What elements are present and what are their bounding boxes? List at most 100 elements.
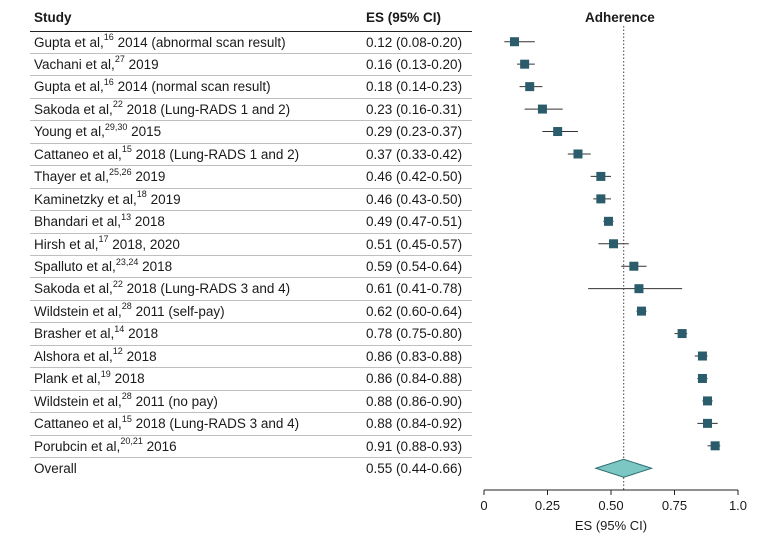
es-value: 0.46 (0.43-0.50): [366, 191, 463, 207]
row-divider: [30, 277, 472, 279]
point-estimate-marker: [609, 239, 619, 249]
es-value: 0.88 (0.86-0.90): [366, 393, 463, 409]
x-tick-label: 0: [480, 498, 487, 513]
overall-es-value: 0.55 (0.44-0.66): [366, 461, 463, 477]
row-divider: [30, 457, 472, 459]
study-author: Young et al,: [34, 124, 105, 140]
point-estimate-marker: [537, 104, 547, 114]
x-axis-label: ES (95% CI): [575, 518, 647, 533]
es-value: 0.61 (0.41-0.78): [366, 281, 463, 297]
es-value: 0.16 (0.13-0.20): [366, 56, 463, 72]
es-value: 0.78 (0.75-0.80): [366, 326, 463, 342]
study-label: Brasher et al,14 2018: [34, 323, 159, 342]
study-detail: 2018: [122, 348, 157, 364]
study-label: Sakoda et al,22 2018 (Lung-RADS 1 and 2): [34, 100, 290, 118]
row-divider: [30, 344, 472, 346]
es-column-header: ES (95% CI): [366, 10, 442, 25]
point-estimate-marker: [629, 261, 639, 271]
es-value: 0.49 (0.47-0.51): [366, 214, 463, 230]
study-author: Wildstein et al,: [34, 303, 122, 319]
es-value: 0.51 (0.45-0.57): [366, 236, 463, 252]
point-estimate-marker: [677, 329, 687, 339]
point-estimate-marker: [573, 149, 583, 159]
study-label: Hirsh et al,17 2018, 2020: [34, 234, 180, 253]
point-estimate-marker: [703, 396, 713, 406]
row-divider: [30, 142, 472, 144]
overall-label: Overall: [34, 461, 77, 477]
plot-title: Adherence: [585, 10, 655, 25]
study-reference: 19: [100, 368, 111, 379]
study-label: Thayer et al,25,26 2019: [34, 166, 165, 185]
row-divider: [30, 97, 472, 99]
study-detail: 2018: [110, 371, 145, 387]
es-value: 0.37 (0.33-0.42): [366, 146, 463, 162]
es-value: 0.62 (0.60-0.64): [366, 303, 463, 319]
es-value: 0.23 (0.16-0.31): [366, 101, 463, 117]
point-estimate-marker: [603, 216, 613, 226]
study-detail: 2018, 2020: [108, 236, 180, 252]
study-author: Plank et al,: [34, 371, 101, 387]
point-estimate-marker: [596, 171, 606, 181]
study-label: Cattaneo et al,15 2018 (Lung-RADS 3 and …: [34, 414, 300, 432]
study-reference: 17: [98, 234, 109, 245]
study-author: Wildstein et al,: [34, 393, 122, 409]
es-value: 0.86 (0.83-0.88): [366, 348, 463, 364]
study-reference: 23,24: [115, 256, 139, 267]
study-author: Alshora et al,: [34, 348, 113, 364]
x-tick-label: 0.25: [535, 498, 560, 513]
study-label: Spalluto et al,23,24 2018: [34, 256, 172, 275]
study-detail: 2019: [146, 191, 181, 207]
study-author: Cattaneo et al,: [34, 416, 122, 432]
study-author: Cattaneo et al,: [34, 146, 122, 162]
point-estimate-marker: [525, 82, 535, 92]
study-reference: 14: [114, 323, 125, 334]
es-value: 0.88 (0.84-0.92): [366, 416, 463, 432]
study-author: Sakoda et al,: [34, 281, 113, 297]
study-label: Cattaneo et al,15 2018 (Lung-RADS 1 and …: [34, 144, 299, 163]
row-divider: [30, 255, 472, 256]
header-rule: [30, 30, 472, 32]
row-divider: [30, 367, 472, 369]
x-tick-label: 0.50: [598, 498, 623, 513]
overall-diamond: [594, 458, 654, 478]
study-detail: 2018 (Lung-RADS 3 and 4): [131, 416, 300, 432]
study-detail: 2018: [124, 326, 159, 342]
study-label: Vachani et al,27 2019: [34, 55, 159, 73]
point-estimate-marker: [553, 127, 563, 137]
study-detail: 2016: [142, 438, 177, 454]
study-author: Gupta et al,: [34, 79, 104, 95]
study-label: Gupta et al,16 2014 (abnormal scan resul…: [34, 33, 286, 51]
study-detail: 2015: [127, 124, 162, 140]
study-author: Thayer et al,: [34, 169, 110, 185]
study-reference: 16: [103, 76, 114, 87]
study-reference: 25,26: [109, 166, 132, 177]
study-label: Gupta et al,16 2014 (normal scan result): [34, 76, 271, 95]
study-label: Bhandari et al,13 2018: [34, 212, 165, 230]
study-reference: 12: [112, 346, 123, 357]
study-reference: 28: [121, 301, 132, 312]
row-divider: [30, 412, 472, 414]
point-estimate-marker: [520, 59, 530, 69]
row-divider: [30, 322, 472, 324]
row-divider: [30, 232, 472, 234]
study-label: Wildstein et al,28 2011 (no pay): [34, 392, 218, 410]
es-value: 0.46 (0.42-0.50): [366, 169, 463, 185]
study-author: Vachani et al,: [34, 56, 115, 72]
study-label: Wildstein et al,28 2011 (self-pay): [34, 301, 225, 320]
study-detail: 2018: [131, 214, 165, 230]
study-author: Bhandari et al,: [34, 214, 122, 230]
row-divider: [30, 75, 472, 77]
x-tick-label: 0.75: [662, 498, 687, 513]
point-estimate-marker: [710, 441, 720, 451]
study-author: Gupta et al,: [34, 34, 104, 50]
study-author: Kaminetzky et al,: [34, 191, 137, 207]
study-label: Porubcin et al,20,21 2016: [34, 437, 177, 455]
es-value: 0.86 (0.84-0.88): [366, 371, 463, 387]
study-reference: 15: [121, 144, 132, 155]
study-detail: 2014 (normal scan result): [113, 79, 271, 95]
study-label: Young et al,29,30 2015: [34, 122, 162, 140]
study-detail: 2019: [124, 56, 159, 72]
es-value: 0.18 (0.14-0.23): [366, 79, 463, 95]
study-detail: 2018 (Lung-RADS 3 and 4): [122, 281, 291, 297]
